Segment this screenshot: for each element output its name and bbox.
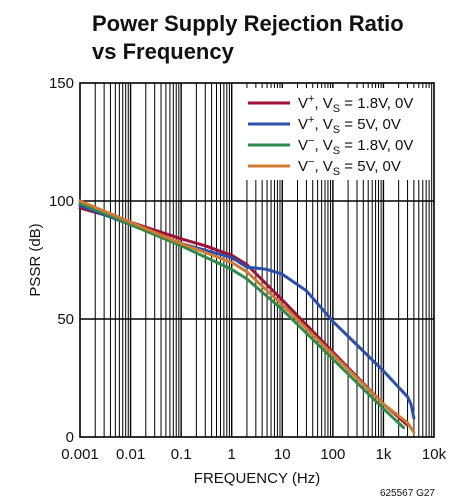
legend-label: V+, VS = 5V, 0V [298,114,401,136]
y-tick-label: 0 [66,429,74,446]
figure-code: 625567 G27 [380,488,435,499]
y-axis-label: PSSR (dB) [27,223,44,296]
y-tick-label: 50 [57,311,74,328]
legend: V+, VS = 1.8V, 0VV+, VS = 5V, 0VV−, VS =… [240,88,430,180]
plot-frame [79,82,435,438]
series-lines [78,199,416,434]
x-tick-label: 100 [320,446,345,463]
x-tick-label: 10k [422,446,447,463]
legend-label: V−, VS = 5V, 0V [298,156,401,178]
legend-label: V−, VS = 1.8V, 0V [298,135,413,157]
series-line [78,206,410,427]
y-tick-label: 100 [49,193,74,210]
x-tick-labels: 0.001 0.01 0.1 1 10 100 1k 10k [61,446,446,463]
series-line [78,201,406,430]
x-tick-label: 0.001 [61,446,99,463]
chart-title-line2: vs Frequency [92,39,235,64]
legend-label: V+, VS = 1.8V, 0V [298,93,413,115]
series-line [78,199,416,434]
x-tick-label: 1 [228,446,236,463]
x-axis-label: FREQUENCY (Hz) [194,470,320,487]
x-tick-label: 0.1 [171,446,192,463]
x-tick-label: 10 [274,446,291,463]
chart-title-line1: Power Supply Rejection Ratio [92,11,404,36]
x-tick-label: 0.01 [116,446,145,463]
y-tick-label: 150 [49,75,74,92]
x-tick-label: 1k [376,446,392,463]
y-tick-labels: 0 50 100 150 [49,75,74,446]
